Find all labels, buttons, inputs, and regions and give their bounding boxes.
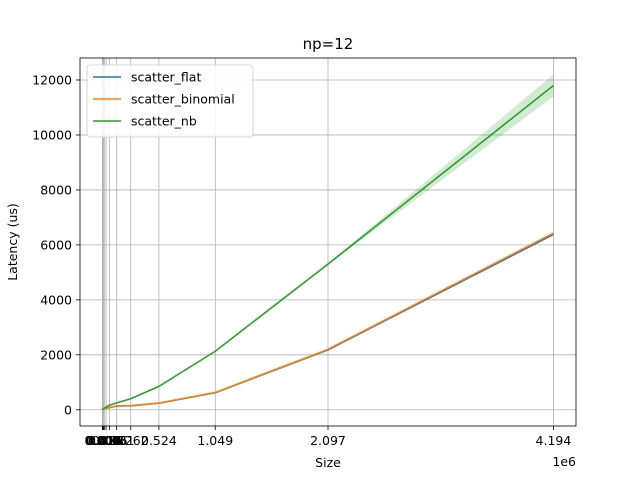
x-tick-label: 0.004 <box>85 433 121 448</box>
x-tick-label: 0.002 <box>85 433 121 448</box>
x-tick-label: 0.016 <box>86 433 122 448</box>
x-tick-label: 0.033 <box>88 433 124 448</box>
x-tick-label: 0.000 <box>85 433 121 448</box>
x-tick-label: 4.194 <box>536 433 572 448</box>
x-tick-label: 0.000 <box>85 433 121 448</box>
legend-box <box>86 64 254 138</box>
x-tick-label: 1.049 <box>197 433 233 448</box>
x-axis-offset-text: 1e6 <box>552 454 576 469</box>
x-tick-label: 0.000 <box>85 433 121 448</box>
y-tick-label: 12000 <box>32 72 72 87</box>
series-line-scatter_nb <box>101 84 554 411</box>
tick-layer: 0.0000.0000.0000.0000.0000.0000.0000.000… <box>32 72 571 448</box>
x-tick-label: 2.097 <box>310 433 346 448</box>
y-tick-label: 0 <box>64 402 72 417</box>
x-tick-label: 0.008 <box>86 433 122 448</box>
legend-label-scatter_nb: scatter_nb <box>131 114 197 129</box>
x-tick-label: 0.001 <box>85 433 121 448</box>
x-tick-label: 0.000 <box>85 433 121 448</box>
x-tick-label: 0.001 <box>85 433 121 448</box>
y-tick-label: 4000 <box>40 292 72 307</box>
y-axis-label: Latency (us) <box>5 203 20 281</box>
legend: scatter_flat scatter_binomial scatter_nb <box>86 64 254 138</box>
x-tick-label: 0.000 <box>85 433 121 448</box>
x-tick-label: 0.000 <box>85 433 121 448</box>
y-tick-label: 6000 <box>40 237 72 252</box>
x-tick-label: 0.000 <box>85 433 121 448</box>
legend-label-scatter_flat: scatter_flat <box>131 70 201 85</box>
x-tick-label: 0.524 <box>141 433 177 448</box>
legend-label-scatter_binomial: scatter_binomial <box>131 92 235 107</box>
x-tick-label: 0.000 <box>85 433 121 448</box>
x-tick-label: 0.131 <box>99 433 135 448</box>
x-tick-label: 0.262 <box>113 433 149 448</box>
y-tick-label: 2000 <box>40 347 72 362</box>
series-layer <box>101 84 554 411</box>
y-tick-label: 8000 <box>40 182 72 197</box>
x-axis-label: Size <box>315 455 341 470</box>
chart-title: np=12 <box>303 35 354 53</box>
x-tick-label: 0.000 <box>85 433 121 448</box>
x-tick-label: 0.000 <box>85 433 121 448</box>
x-tick-label: 0.066 <box>92 433 128 448</box>
y-tick-label: 10000 <box>32 127 72 142</box>
